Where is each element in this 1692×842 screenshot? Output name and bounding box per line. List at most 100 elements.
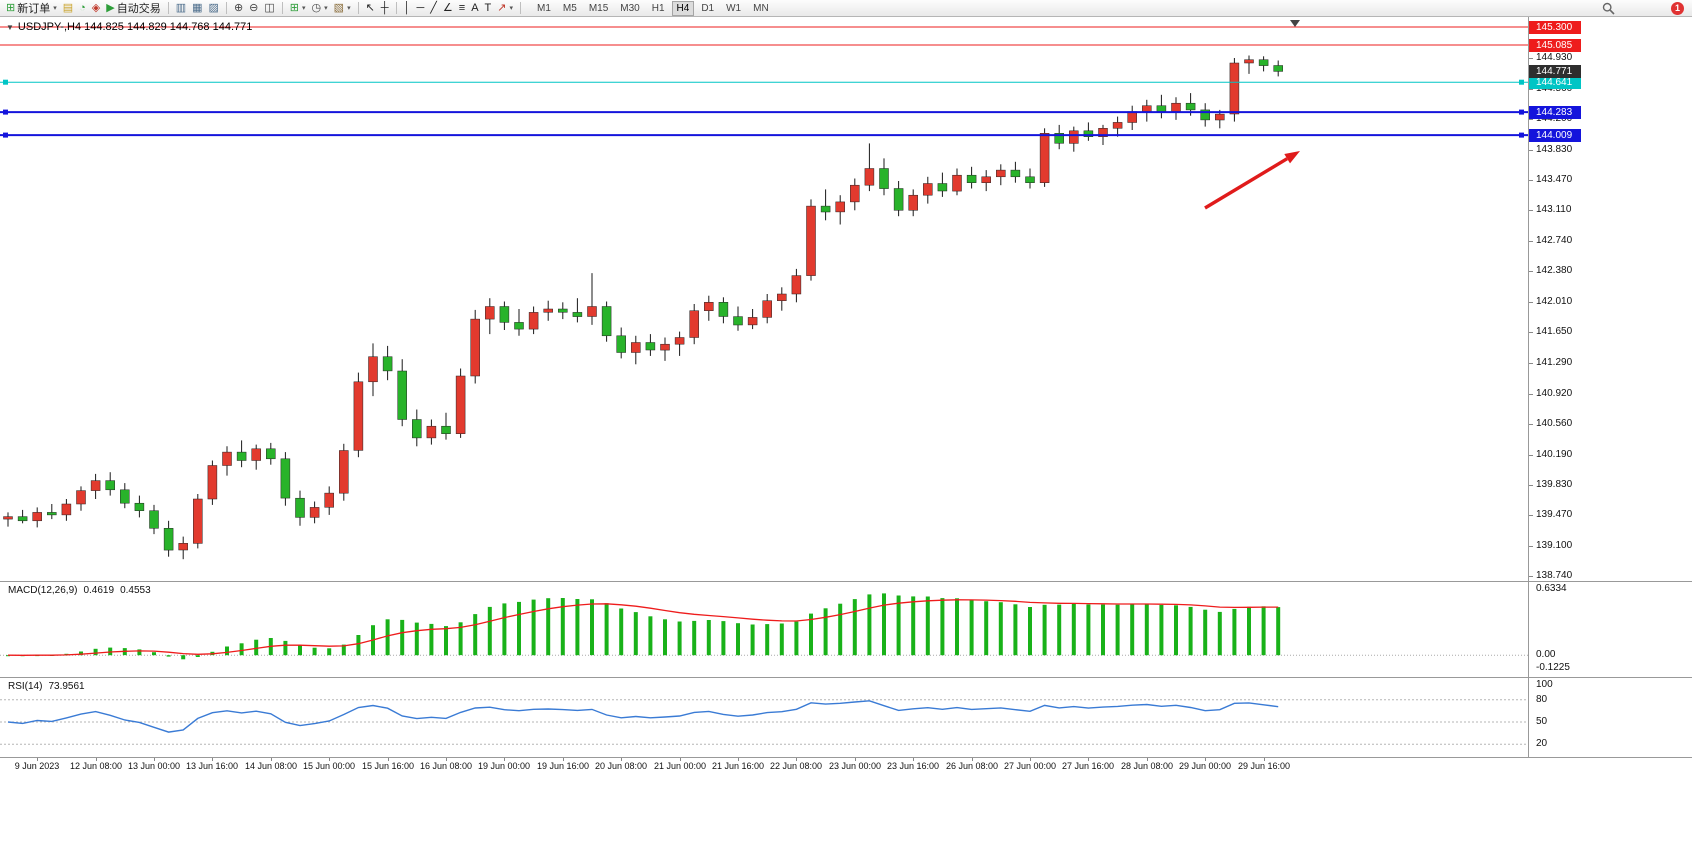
zoom-in-icon[interactable]: ⊕ xyxy=(231,1,246,16)
navigator-icon[interactable]: ◈ xyxy=(89,1,103,16)
macd-panel[interactable] xyxy=(0,581,1528,677)
tf-button-d1[interactable]: D1 xyxy=(701,2,715,14)
trendline-icon: ╱ xyxy=(430,1,437,14)
trendline-icon[interactable]: ╱ xyxy=(427,1,440,16)
autotrading-button-label: 自动交易 xyxy=(116,3,161,15)
periods-icon[interactable]: ◷ ▾ xyxy=(309,1,331,16)
templates-icon: ▧ xyxy=(333,1,345,14)
price-tick-label: 139.830 xyxy=(1536,479,1573,490)
line-chart-icon[interactable]: ▨ xyxy=(206,1,222,16)
macd-axis-label: 0.6334 xyxy=(1536,583,1567,594)
channel-icon: ∠ xyxy=(442,1,453,14)
tf-button-m1[interactable]: M1 xyxy=(537,2,551,14)
rsi-axis[interactable]: 100 80 50 20 xyxy=(1528,677,1692,757)
time-tick-label: 19 Jun 16:00 xyxy=(536,761,590,771)
fibonacci-icon[interactable]: ≡ xyxy=(456,1,468,16)
candlestick-chart-icon[interactable]: ▦ xyxy=(189,1,205,16)
periods-icon: ◷ xyxy=(311,1,322,14)
macd-indicator-label: MACD(12,26,9) 0.4619 0.4553 xyxy=(8,585,151,596)
quick-trade-toggle-icon[interactable]: ▼ xyxy=(6,22,14,32)
macd-axis[interactable]: 0.6334 0.00 -0.1225 xyxy=(1528,581,1692,677)
tf-button-w1[interactable]: W1 xyxy=(726,2,742,14)
tf-button-mn[interactable]: MN xyxy=(753,2,769,14)
zoom-out-icon[interactable]: ⊖ xyxy=(246,1,261,16)
caret-down-icon: ▾ xyxy=(347,5,351,12)
line-handle[interactable] xyxy=(1519,109,1524,115)
time-tick-label: 27 Jun 00:00 xyxy=(1003,761,1057,771)
candles xyxy=(3,55,1283,560)
vertical-line-icon[interactable]: │ xyxy=(401,1,414,16)
price-tick-mark xyxy=(1529,546,1533,547)
play-icon: ▶ xyxy=(106,1,115,14)
price-tick-label: 138.740 xyxy=(1536,570,1573,581)
time-tick-label: 20 Jun 08:00 xyxy=(594,761,648,771)
bar-chart-icon[interactable]: ▥ xyxy=(173,1,189,16)
time-tick-label: 21 Jun 16:00 xyxy=(711,761,765,771)
timeframe-group: M1 M5 M15 M30 H1 H4 D1 W1 MN xyxy=(531,0,775,16)
time-tick-mark xyxy=(504,758,505,761)
price-tick-label: 139.470 xyxy=(1536,509,1573,520)
price-tick-mark xyxy=(1529,241,1533,242)
rsi-panel[interactable] xyxy=(0,677,1528,757)
crosshair-icon: ┼ xyxy=(380,1,389,14)
line-handle[interactable] xyxy=(1519,79,1524,85)
time-tick-label: 29 Jun 00:00 xyxy=(1178,761,1232,771)
cursor-icon: ↖ xyxy=(365,1,375,14)
chart-plot-area[interactable] xyxy=(0,17,1528,581)
tf-button-m15[interactable]: M15 xyxy=(588,2,609,14)
time-axis[interactable]: 9 Jun 2023 12 Jun 08:00 13 Jun 00:00 13 Jun… xyxy=(0,758,1692,778)
bid-price-badge: 144.771 xyxy=(1529,65,1581,78)
tf-button-h1[interactable]: H1 xyxy=(651,2,665,14)
market-watch-icon[interactable]: ▤ xyxy=(60,1,76,16)
price-tick-label: 140.190 xyxy=(1536,449,1573,460)
caret-down-icon: ▾ xyxy=(324,5,328,12)
time-tick-mark xyxy=(1088,758,1089,761)
time-tick-mark xyxy=(212,758,213,761)
data-window-icon[interactable]: ◔ xyxy=(76,1,89,16)
text-icon: A xyxy=(471,1,479,14)
time-tick-label: 13 Jun 16:00 xyxy=(185,761,239,771)
time-tick-mark xyxy=(271,758,272,761)
tile-windows-icon: ◫ xyxy=(264,1,275,14)
rsi-axis-label: 80 xyxy=(1536,694,1548,705)
new-order-button[interactable]: ⊞ 新订单 ▾ xyxy=(3,1,60,16)
line-handle[interactable] xyxy=(1519,132,1524,138)
price-axis[interactable]: 144.930144.560144.200143.830143.470143.1… xyxy=(1528,17,1692,581)
horizontal-line-icon[interactable]: ─ xyxy=(413,1,427,16)
channel-icon[interactable]: ∠ xyxy=(440,1,456,16)
tf-button-m5[interactable]: M5 xyxy=(562,2,577,14)
autotrading-button[interactable]: ▶ 自动交易 xyxy=(103,1,163,16)
text-icon[interactable]: A xyxy=(468,1,481,16)
tf-button-m30[interactable]: M30 xyxy=(620,2,640,14)
label-icon: T xyxy=(484,1,492,14)
line-handle[interactable] xyxy=(3,109,8,115)
trend-arrow[interactable] xyxy=(1204,151,1300,210)
price-tick-mark xyxy=(1529,576,1533,577)
price-tick-mark xyxy=(1529,363,1533,364)
price-tick-label: 141.650 xyxy=(1536,326,1573,337)
line-handle[interactable] xyxy=(3,79,8,85)
fibonacci-icon: ≡ xyxy=(458,1,466,14)
time-tick-mark xyxy=(154,758,155,761)
crosshair-icon[interactable]: ┼ xyxy=(378,1,392,16)
rsi-indicator-label: RSI(14) 73.9561 xyxy=(8,681,85,692)
price-tick-mark xyxy=(1529,58,1533,59)
time-tick-label: 28 Jun 08:00 xyxy=(1120,761,1174,771)
price-tick-mark xyxy=(1529,332,1533,333)
new-chart-icon[interactable]: ⊞ ▾ xyxy=(287,1,309,16)
arrows-icon[interactable]: ↗ ▾ xyxy=(494,1,516,16)
price-tick-mark xyxy=(1529,119,1533,120)
tile-windows-icon[interactable]: ◫ xyxy=(261,1,277,16)
notification-badge[interactable]: 1 xyxy=(1671,1,1684,15)
cursor-icon[interactable]: ↖ xyxy=(363,1,378,16)
price-tick-label: 142.380 xyxy=(1536,265,1573,276)
time-tick-mark xyxy=(446,758,447,761)
label-icon[interactable]: T xyxy=(482,1,495,16)
macd-value-signal: 0.4553 xyxy=(120,585,151,596)
search-icon[interactable] xyxy=(1602,2,1615,15)
toolbar-separator xyxy=(281,2,283,14)
time-tick-label: 9 Jun 2023 xyxy=(14,761,60,771)
templates-icon[interactable]: ▧ ▾ xyxy=(331,1,354,16)
tf-button-h4[interactable]: H4 xyxy=(671,0,695,16)
line-handle[interactable] xyxy=(3,132,8,138)
